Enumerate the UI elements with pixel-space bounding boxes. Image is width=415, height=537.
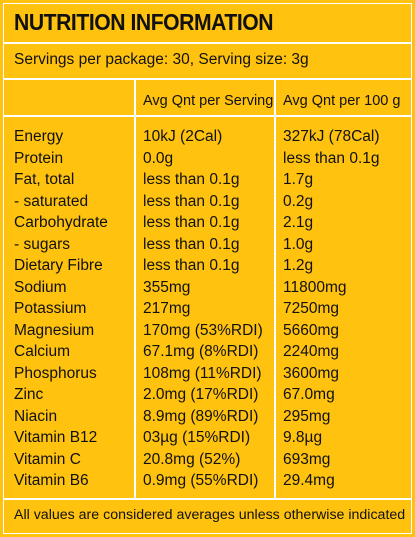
column-divider [274,78,276,498]
per-100g-value: 1.2g [283,257,314,274]
per-serving-value: less than 0.1g [143,214,240,231]
per-serving-value: 03µg (15%RDI) [143,429,251,446]
per-100g-value: 327kJ (78Cal) [283,128,380,145]
per-serving-value: 355mg [143,278,191,296]
divider [4,42,411,44]
per-serving-value: 170mg (53%RDI) [143,321,263,339]
per-100g-value: 693mg [283,450,331,468]
divider [4,498,411,500]
nutrient-name: Sodium [14,278,67,296]
nutrient-name: - sugars [14,235,70,253]
nutrient-name: Vitamin B12 [14,429,98,446]
per-100g-value: 9.8µg [283,429,323,446]
per-serving-value: 108mg (11%RDI) [143,364,262,382]
per-100g-value: 7250mg [283,300,340,317]
column-divider [134,78,136,498]
servings-info: Servings per package: 30, Serving size: … [14,51,309,68]
per-100g-value: 67.0mg [283,386,335,403]
header-per-100g: Avg Qnt per 100 g [283,93,401,109]
nutrient-name: - saturated [14,192,89,210]
nutrient-name: Magnesium [14,321,95,339]
nutrient-name: Niacin [14,407,58,425]
per-100g-value: 11800mg [283,278,347,296]
per-serving-value: 0.0g [143,149,174,167]
footer-note: All values are considered averages unles… [14,507,406,523]
per-100g-values: 327kJ (78Cal) less than 0.1g 1.7g 0.2g 2.1g 1… [283,126,380,492]
nutrient-name: Vitamin C [14,450,81,468]
per-100g-value: 3600mg [283,364,340,382]
per-100g-value: 2.1g [283,214,314,231]
nutrient-names: Energy Protein Fat, total - saturated Carboh… [14,126,108,492]
nutrient-name: Protein [14,149,64,167]
per-serving-value: 8.9mg (89%RDI) [143,407,259,425]
per-100g-value: 0.2g [283,192,314,210]
per-serving-value: 67.1mg (8%RDI) [143,343,259,360]
divider [4,78,411,80]
per-100g-value: 1.7g [283,171,314,188]
per-serving-value: less than 0.1g [143,235,240,253]
panel-title: NUTRITION INFORMATION [14,9,274,35]
per-100g-value: 1.0g [283,235,314,253]
per-serving-values: 10kJ (2Cal) 0.0g less than 0.1g less than 0… [143,126,263,492]
per-serving-value: 2.0mg (17%RDI) [143,386,259,403]
per-100g-value: 5660mg [283,321,340,339]
nutrient-name: Potassium [14,300,87,317]
per-serving-value: less than 0.1g [143,171,240,188]
nutrient-name: Dietary Fibre [14,257,103,274]
nutrition-panel: NUTRITION INFORMATION Servings per packa… [3,3,412,534]
nutrient-name: Fat, total [14,171,75,188]
nutrient-name: Calcium [14,343,70,360]
per-100g-value: 295mg [283,407,331,425]
nutrient-name: Carbohydrate [14,214,108,231]
nutrient-name: Zinc [14,386,44,403]
per-100g-value: less than 0.1g [283,149,380,167]
per-serving-value: 20.8mg (52%) [143,450,241,468]
header-per-serving: Avg Qnt per Serving [143,93,274,109]
per-100g-value: 2240mg [283,343,340,360]
nutrient-name: Vitamin B6 [14,472,89,489]
per-serving-value: 10kJ (2Cal) [143,128,223,145]
divider [4,115,411,117]
per-100g-value: 29.4mg [283,472,335,489]
nutrient-name: Energy [14,128,64,145]
per-serving-value: 217mg [143,300,191,317]
per-serving-value: less than 0.1g [143,192,240,210]
per-serving-value: less than 0.1g [143,257,240,274]
per-serving-value: 0.9mg (55%RDI) [143,472,259,489]
nutrient-name: Phosphorus [14,364,97,382]
